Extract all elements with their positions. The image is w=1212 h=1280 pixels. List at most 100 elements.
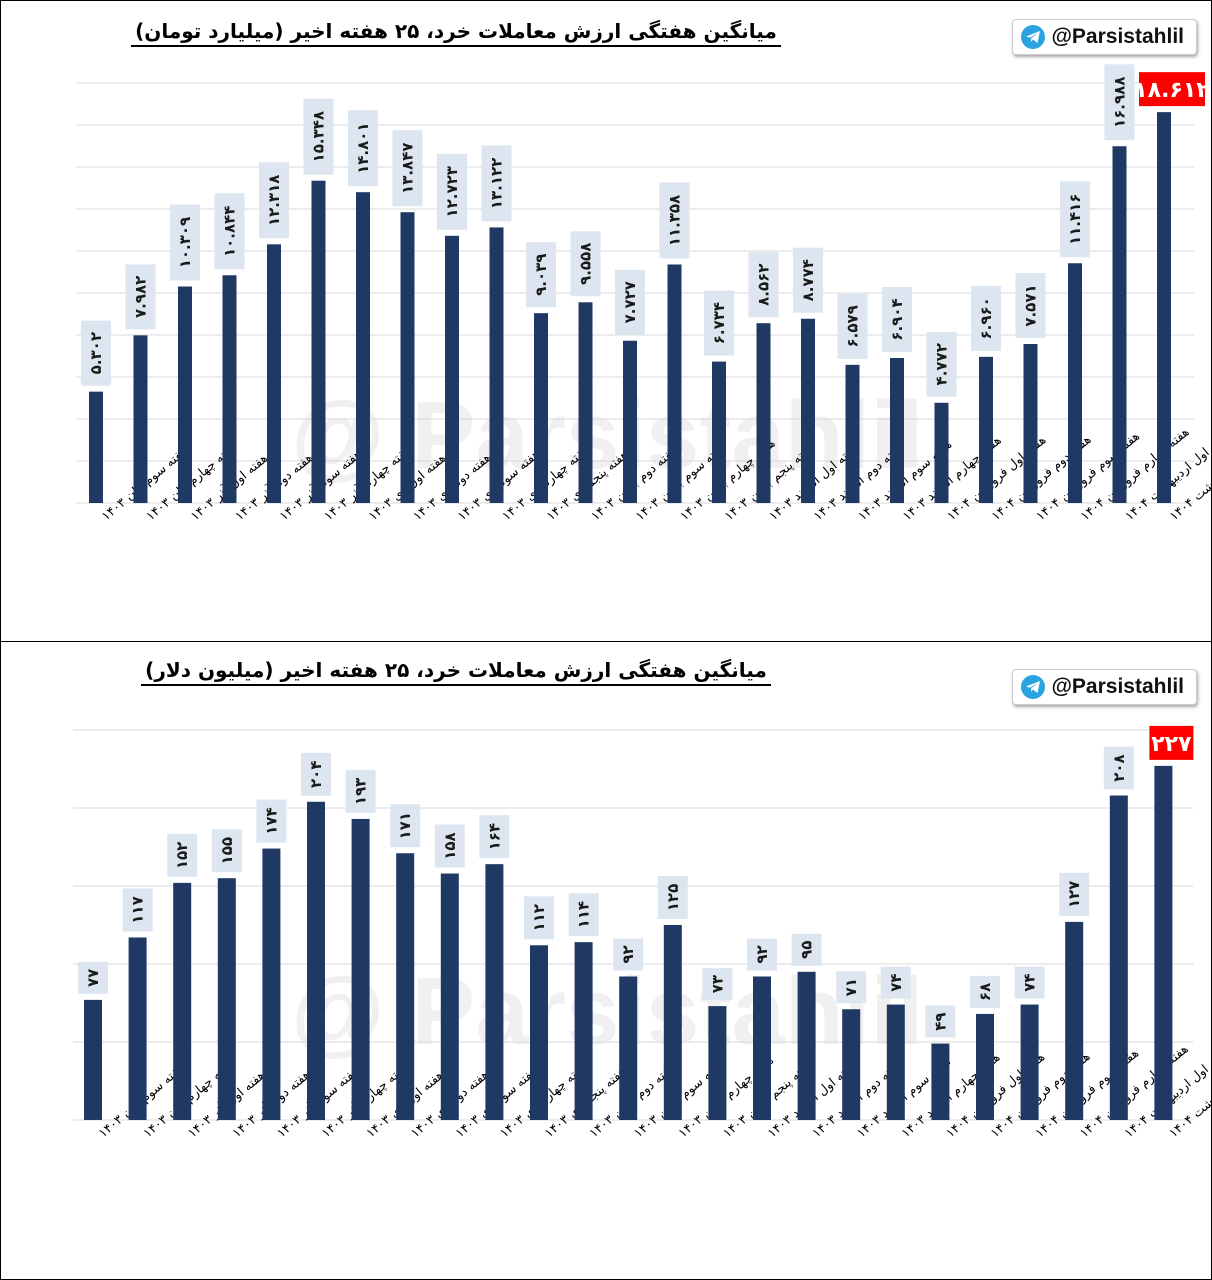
value-label-bg — [1060, 181, 1090, 258]
value-label-bg — [1015, 273, 1046, 339]
value-label-bg — [170, 204, 200, 281]
bar — [489, 227, 504, 504]
data-label: ۶.۹۰۴ — [882, 287, 912, 353]
data-label: ۹۲ — [747, 938, 777, 971]
value-label-bg — [259, 162, 289, 239]
data-label: ۱۱۷ — [122, 888, 153, 932]
data-label: ۱۵.۳۴۸ — [303, 98, 334, 175]
value-label: ۸.۵۶۲ — [755, 264, 773, 306]
value-label: ۹.۰۳۹ — [532, 254, 550, 296]
value-label-bg — [971, 285, 1001, 351]
value-label: ۱۱۷ — [129, 896, 147, 923]
value-label-bg — [882, 287, 912, 353]
data-label: ۱۱.۳۵۸ — [659, 182, 690, 259]
value-label-bg — [657, 876, 688, 919]
value-label: ۱۹۳ — [352, 778, 370, 805]
bar — [934, 402, 949, 503]
value-label: ۷۴ — [1021, 973, 1039, 991]
value-label-bg — [1103, 746, 1134, 790]
value-label-bg — [256, 799, 287, 843]
data-label: ۱۷۴ — [256, 799, 287, 843]
value-label-bg — [526, 242, 556, 308]
data-label: ۱۵۸ — [434, 824, 465, 868]
value-label-bg — [613, 938, 644, 971]
data-label: ۷۱ — [836, 971, 867, 1004]
value-label-bg — [880, 966, 911, 999]
bar — [1068, 263, 1082, 503]
value-label-bg — [748, 252, 779, 318]
value-label: ۱۲.۷۲۳ — [443, 166, 461, 217]
bar — [222, 275, 237, 503]
bar — [574, 942, 593, 1120]
bottom-chart-panel: @ Parsistahlil ۷۷ هفته سوم آبان ۱۴۰۳ ۱۱۷ هف… — [0, 641, 1212, 1280]
value-label: ۷۷ — [84, 969, 102, 987]
bar — [623, 340, 637, 503]
value-label: ۱۳.۱۲۲ — [488, 158, 506, 209]
data-label: ۱۳.۱۲۲ — [481, 145, 512, 222]
data-label: ۷۴ — [1014, 966, 1045, 999]
bar — [979, 356, 993, 503]
value-label-bg — [1104, 64, 1135, 141]
data-label: ۱۷۱ — [390, 804, 421, 848]
chart-title-text: میانگین هفتگی ارزش معاملات خرد، ۲۵ هفته … — [141, 658, 771, 686]
value-label: ۱۱۴ — [575, 901, 593, 928]
data-label: ۱۹۳ — [345, 769, 376, 813]
bar — [178, 286, 192, 503]
value-label-bg — [925, 1005, 956, 1038]
data-label: ۱۰.۸۴۴ — [214, 193, 245, 270]
data-label: ۹.۵۵۸ — [570, 231, 601, 297]
bar — [1020, 1004, 1039, 1120]
value-label-bg — [704, 290, 734, 356]
value-label: ۱۱.۴۱۶ — [1066, 194, 1084, 245]
value-label: ۷.۷۲۷ — [621, 281, 639, 323]
bar — [534, 313, 548, 503]
bar — [797, 971, 816, 1120]
value-label-bg — [211, 829, 242, 873]
bar — [708, 1006, 727, 1120]
value-label: ۱۱۲ — [530, 904, 548, 931]
data-label: ۶.۵۷۹ — [837, 293, 868, 359]
brand-handle: @Parsistahlil — [1051, 675, 1184, 698]
value-label: ۹۵ — [798, 941, 816, 959]
data-label: ۱۱.۴۱۶ — [1060, 181, 1090, 258]
bar — [173, 882, 192, 1120]
data-label: ۱۱۴ — [568, 893, 599, 937]
value-label-bg — [970, 975, 1000, 1008]
bar — [1109, 795, 1128, 1120]
bar — [712, 361, 726, 503]
value-label: ۷۳ — [708, 975, 726, 993]
bar — [262, 848, 281, 1120]
data-label: ۲۰۸ — [1103, 746, 1134, 790]
value-label-bg — [437, 153, 467, 230]
bar — [485, 864, 504, 1120]
bar — [667, 264, 682, 503]
value-label: ۶.۹۰۴ — [888, 298, 906, 340]
chart-title: میانگین هفتگی ارزش معاملات خرد، ۲۵ هفته … — [1, 19, 911, 47]
bar — [842, 1009, 861, 1120]
bar — [976, 1013, 994, 1120]
bar — [1157, 112, 1171, 503]
value-label-bg — [303, 98, 334, 175]
bar — [619, 976, 638, 1120]
value-label: ۶۸ — [976, 983, 994, 1001]
bar — [1023, 344, 1038, 503]
telegram-icon — [1021, 675, 1046, 699]
value-label: ۷.۵۷۱ — [1022, 284, 1040, 326]
bar — [756, 323, 771, 503]
data-label: ۱۲۷ — [1059, 872, 1090, 916]
value-label: ۱۶.۹۸۸ — [1111, 77, 1129, 128]
bar — [886, 1004, 905, 1120]
value-label: ۵.۳۰۲ — [87, 332, 105, 374]
value-label: ۷۱ — [842, 978, 860, 996]
data-label: ۲۰۴ — [301, 752, 331, 796]
data-label: ۱۲.۳۱۸ — [259, 162, 289, 239]
value-label: ۶.۹۶۰ — [977, 297, 995, 339]
data-label: ۴.۷۷۲ — [926, 331, 957, 397]
bar — [530, 945, 548, 1120]
value-label: ۱۷۱ — [396, 812, 414, 839]
value-label-bg — [836, 971, 867, 1004]
bar — [128, 937, 147, 1120]
data-label: ۵.۳۰۲ — [81, 320, 111, 386]
highlight-value: ۱۸.۶۱۲ — [1134, 78, 1210, 103]
